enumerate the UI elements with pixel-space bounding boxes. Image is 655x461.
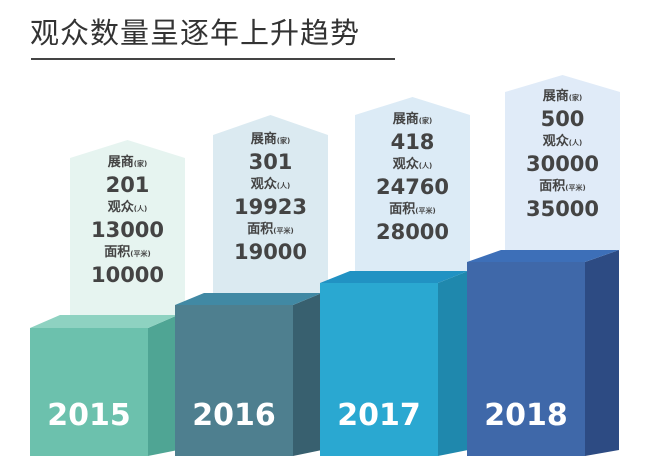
area-unit: (平米) [565, 184, 586, 192]
info-2018: 展商(家) 500 观众(人) 30000 面积(平米) 35000 [505, 86, 620, 221]
bar-side-2018 [585, 250, 619, 456]
area-unit: (平米) [273, 227, 294, 235]
bar-side-2015 [148, 315, 178, 456]
visitors-label: 观众(人) [107, 200, 148, 215]
bar-front-2018 [467, 262, 585, 456]
area-value: 19000 [233, 240, 308, 264]
callout-2015 [70, 140, 185, 315]
callout-2016 [213, 115, 328, 293]
bar-side-2016 [293, 293, 322, 456]
callout-2017 [355, 97, 470, 271]
visitors-label: 观众(人) [542, 134, 583, 149]
exhibitors-unit: (家) [418, 117, 433, 125]
exhibitors-unit: (家) [133, 160, 148, 168]
area-label: 面积(平米) [104, 245, 151, 260]
visitors-unit: (人) [418, 162, 433, 170]
exhibitors-label: 展商(家) [542, 89, 583, 104]
info-2015: 展商(家) 201 观众(人) 13000 面积(平米) 10000 [70, 152, 185, 287]
title-divider [31, 58, 395, 60]
visitors-label: 观众(人) [392, 157, 433, 172]
area-label: 面积(平米) [539, 179, 586, 194]
visitors-label: 观众(人) [250, 177, 291, 192]
visitors-value: 13000 [90, 218, 165, 242]
area-label: 面积(平米) [389, 202, 436, 217]
bar-top-2016 [175, 293, 322, 305]
exhibitors-value: 500 [540, 107, 585, 131]
year-label-2015: 2015 [47, 398, 131, 433]
exhibitors-value: 418 [390, 130, 435, 154]
area-value: 10000 [90, 263, 165, 287]
visitors-unit: (人) [568, 139, 583, 147]
bar-top-2018 [467, 250, 619, 262]
year-label-2016: 2016 [192, 398, 276, 433]
bar-front-2017 [320, 283, 438, 456]
area-unit: (平米) [130, 250, 151, 258]
exhibitors-unit: (家) [568, 94, 583, 102]
visitors-unit: (人) [276, 182, 291, 190]
year-label-2018: 2018 [484, 398, 568, 433]
page-title: 观众数量呈逐年上升趋势 [30, 16, 361, 50]
year-label-2017: 2017 [337, 398, 421, 433]
exhibitors-label: 展商(家) [250, 132, 291, 147]
bar-top-2017 [320, 271, 468, 283]
area-value: 28000 [375, 220, 450, 244]
callout-2018 [505, 75, 620, 250]
visitors-value: 30000 [525, 152, 600, 176]
info-2016: 展商(家) 301 观众(人) 19923 面积(平米) 19000 [213, 129, 328, 264]
bar-side-2017 [438, 271, 468, 456]
visitors-value: 19923 [233, 195, 308, 219]
exhibitors-label: 展商(家) [107, 155, 148, 170]
area-unit: (平米) [415, 207, 436, 215]
exhibitors-label: 展商(家) [392, 112, 433, 127]
visitors-unit: (人) [133, 205, 148, 213]
bar-front-2015 [30, 328, 148, 456]
area-label: 面积(平米) [247, 222, 294, 237]
info-2017: 展商(家) 418 观众(人) 24760 面积(平米) 28000 [355, 109, 470, 244]
area-value: 35000 [525, 197, 600, 221]
visitors-value: 24760 [375, 175, 450, 199]
bar-front-2016 [175, 305, 293, 456]
bar-top-2015 [30, 315, 178, 328]
exhibitors-unit: (家) [276, 137, 291, 145]
exhibitors-value: 301 [248, 150, 293, 174]
exhibitors-value: 201 [105, 173, 150, 197]
